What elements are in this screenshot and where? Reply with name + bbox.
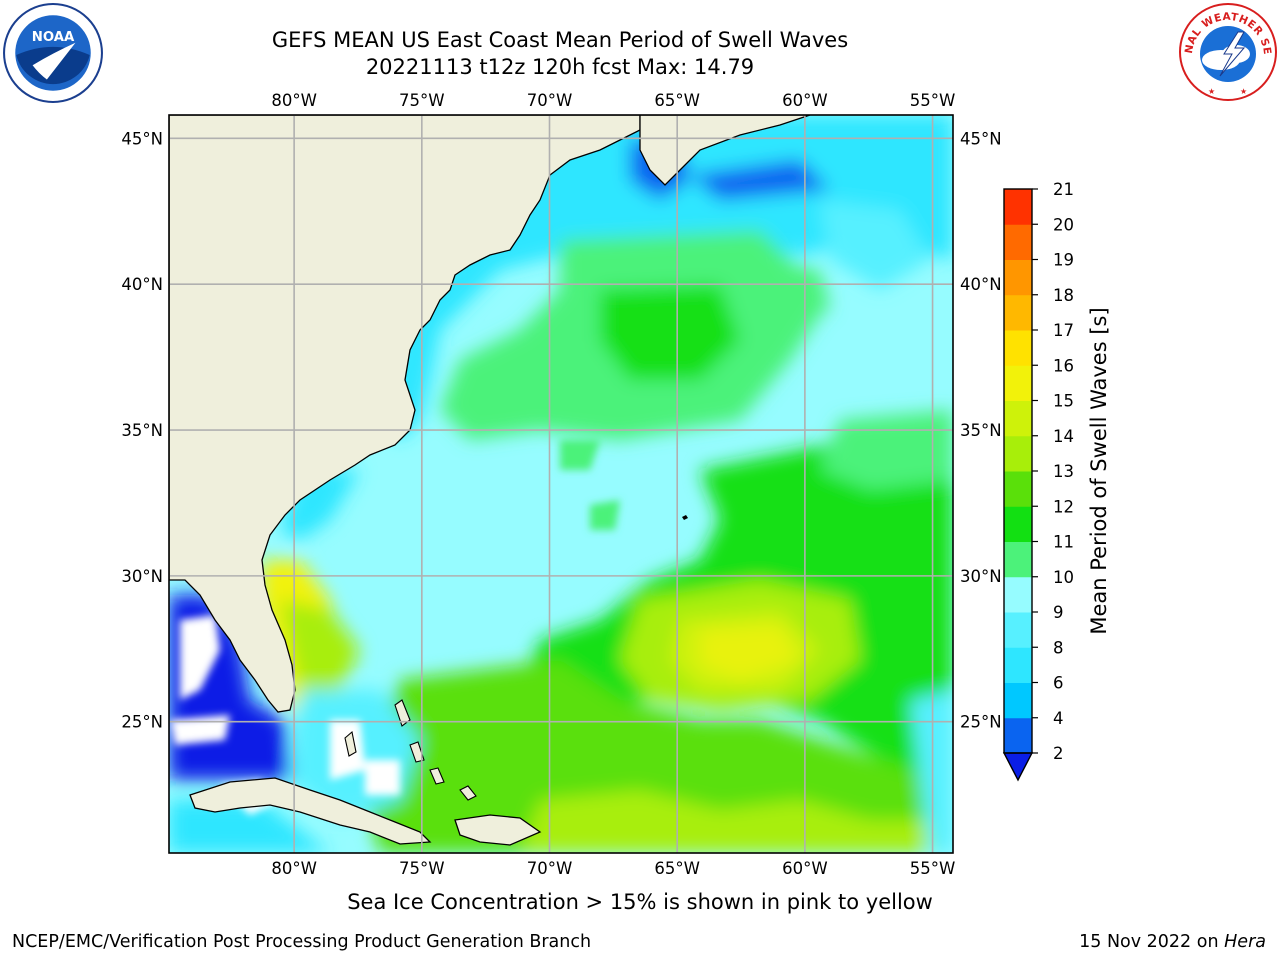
- colorbar-tick-label: 21: [1053, 180, 1074, 199]
- land-hispaniola: [454, 814, 542, 846]
- colorbar-swatch: [1004, 435, 1032, 472]
- lat-label-left: 30°N: [121, 567, 163, 586]
- lon-label-bottom: 80°W: [271, 859, 317, 878]
- colorbar-swatch: [1004, 612, 1032, 648]
- colorbar-swatch: [1004, 471, 1032, 507]
- colorbar-swatch: [1004, 189, 1032, 225]
- colorbar-tick-label: 8: [1053, 638, 1064, 657]
- colorbar-swatch: [1004, 259, 1032, 296]
- colorbar-swatch: [1004, 717, 1032, 754]
- graticule: [169, 115, 953, 853]
- colorbar-swatch: [1004, 647, 1032, 683]
- lat-label-right: 25°N: [960, 713, 1002, 732]
- colorbar-tick-label: 12: [1053, 497, 1074, 516]
- lon-label-top: 55°W: [910, 91, 956, 110]
- colorbar-swatch: [1004, 541, 1032, 578]
- svg-text:★: ★: [1208, 87, 1215, 96]
- run-stamp: 15 Nov 2022 on Hera: [1079, 932, 1266, 952]
- land-bahamas: [344, 699, 477, 801]
- colorbar-tick-label: 15: [1053, 392, 1074, 411]
- lat-label-right: 45°N: [960, 129, 1002, 148]
- lon-label-bottom: 70°W: [527, 859, 573, 878]
- lon-label-top: 80°W: [271, 91, 317, 110]
- lon-label-bottom: 55°W: [910, 859, 956, 878]
- colorbar-swatch: [1004, 224, 1032, 260]
- colorbar-tick-label: 11: [1053, 533, 1074, 552]
- colorbar-tick-label: 9: [1053, 603, 1064, 622]
- colorbar-tick-label: 19: [1053, 251, 1074, 270]
- colorbar: 2 4 6 8 9 10 11 12 13 14 15 16 17 18 19 20 21 Mean Period…: [1002, 180, 1111, 782]
- lat-labels-right: 45°N 40°N 35°N 30°N 25°N: [960, 129, 1002, 731]
- producer-credit: NCEP/EMC/Verification Post Processing Pr…: [12, 932, 592, 952]
- colorbar-label: Mean Period of Swell Waves [s]: [1087, 307, 1111, 634]
- nws-logo: NATIONAL WEATHER SERVICE ★ ★: [1178, 2, 1277, 101]
- noaa-logo: NOAA: [3, 3, 103, 103]
- land-cuba: [189, 777, 432, 845]
- colorbar-swatch: [1004, 365, 1032, 401]
- colorbar-tick-label: 14: [1053, 427, 1074, 446]
- colorbar-swatch: [1004, 576, 1032, 613]
- lon-label-top: 60°W: [782, 91, 828, 110]
- lon-label-bottom: 65°W: [654, 859, 700, 878]
- lon-label-top: 70°W: [527, 91, 573, 110]
- colorbar-swatch: [1004, 330, 1032, 366]
- lon-labels-bottom: 80°W 75°W 70°W 65°W 60°W 55°W: [271, 859, 955, 878]
- lon-labels-top: 80°W 75°W 70°W 65°W 60°W 55°W: [271, 91, 955, 110]
- swell-period-field: [169, 115, 953, 853]
- lat-labels-left: 45°N 40°N 35°N 30°N 25°N: [121, 129, 163, 731]
- colorbar-swatch: [1004, 400, 1032, 437]
- lat-label-right: 30°N: [960, 567, 1002, 586]
- sea-ice-note: Sea Ice Concentration > 15% is shown in …: [347, 890, 933, 914]
- colorbar-tick-label: 4: [1053, 709, 1064, 728]
- colorbar-swatch: [1004, 506, 1032, 542]
- lat-label-left: 35°N: [121, 421, 163, 440]
- lon-label-bottom: 60°W: [782, 859, 828, 878]
- lat-label-right: 40°N: [960, 275, 1002, 294]
- colorbar-tick-label: 13: [1053, 462, 1074, 481]
- land-north-america: [169, 115, 641, 713]
- svg-text:★: ★: [1240, 87, 1247, 96]
- svg-text:NOAA: NOAA: [32, 30, 75, 45]
- chart-subtitle: 20221113 t12z 120h fcst Max: 14.79: [365, 55, 755, 79]
- colorbar-tick-label: 16: [1053, 356, 1074, 375]
- colorbar-swatch: [1004, 682, 1032, 719]
- colorbar-tick-label: 20: [1053, 215, 1074, 234]
- lon-label-top: 75°W: [399, 91, 445, 110]
- lat-label-left: 45°N: [121, 129, 163, 148]
- map-frame: [168, 114, 954, 854]
- lat-label-left: 40°N: [121, 275, 163, 294]
- lat-label-right: 35°N: [960, 421, 1002, 440]
- colorbar-tick-label: 10: [1053, 568, 1074, 587]
- colorbar-tick-label: 2: [1053, 744, 1064, 763]
- colorbar-tick-label: 6: [1053, 674, 1064, 693]
- lon-label-top: 65°W: [654, 91, 700, 110]
- colorbar-tick-label: 17: [1053, 321, 1074, 340]
- colorbar-tick-label: 18: [1053, 286, 1074, 305]
- lat-label-left: 25°N: [121, 713, 163, 732]
- colorbar-swatch: [1004, 294, 1032, 331]
- lon-label-bottom: 75°W: [399, 859, 445, 878]
- chart-title: GEFS MEAN US East Coast Mean Period of S…: [271, 28, 849, 52]
- land-maritimes: [639, 115, 811, 186]
- colorbar-extend: [1002, 752, 1034, 782]
